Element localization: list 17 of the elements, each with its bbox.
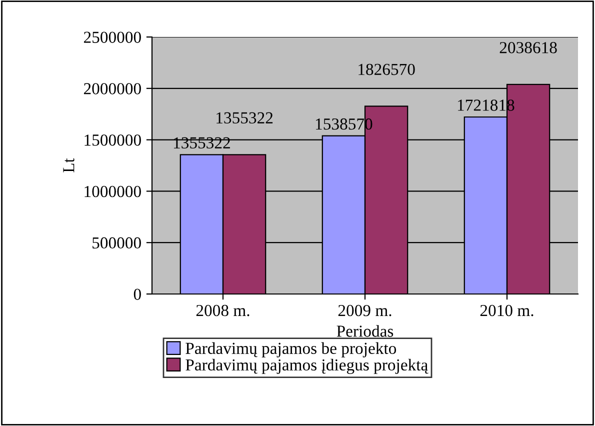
x-tick-label: 2008 m. xyxy=(196,304,250,316)
data-label: 1826570 xyxy=(358,64,415,76)
legend-label: Pardavimų pajamos be projekto xyxy=(186,342,396,358)
y-tick-label: 500000 xyxy=(92,237,141,249)
y-tick-label: 2000000 xyxy=(84,83,141,94)
y-tick-label: 2500000 xyxy=(84,32,141,43)
y-tick-label: 1500000 xyxy=(84,134,141,146)
data-label: 2038618 xyxy=(500,42,557,54)
data-label: 1355322 xyxy=(174,137,230,149)
data-label: 1355322 xyxy=(216,112,273,124)
x-axis-title: Periodas xyxy=(336,325,394,337)
y-tick-label: 0 xyxy=(134,288,141,300)
legend-label: Pardavimų pajamos įdiegus projektą xyxy=(186,358,428,374)
x-tick-label: 2009 m. xyxy=(338,304,392,316)
x-tick-label: 2010 m. xyxy=(480,304,534,316)
y-axis-title: Lt xyxy=(63,158,74,172)
y-tick-label: 1000000 xyxy=(84,186,141,198)
